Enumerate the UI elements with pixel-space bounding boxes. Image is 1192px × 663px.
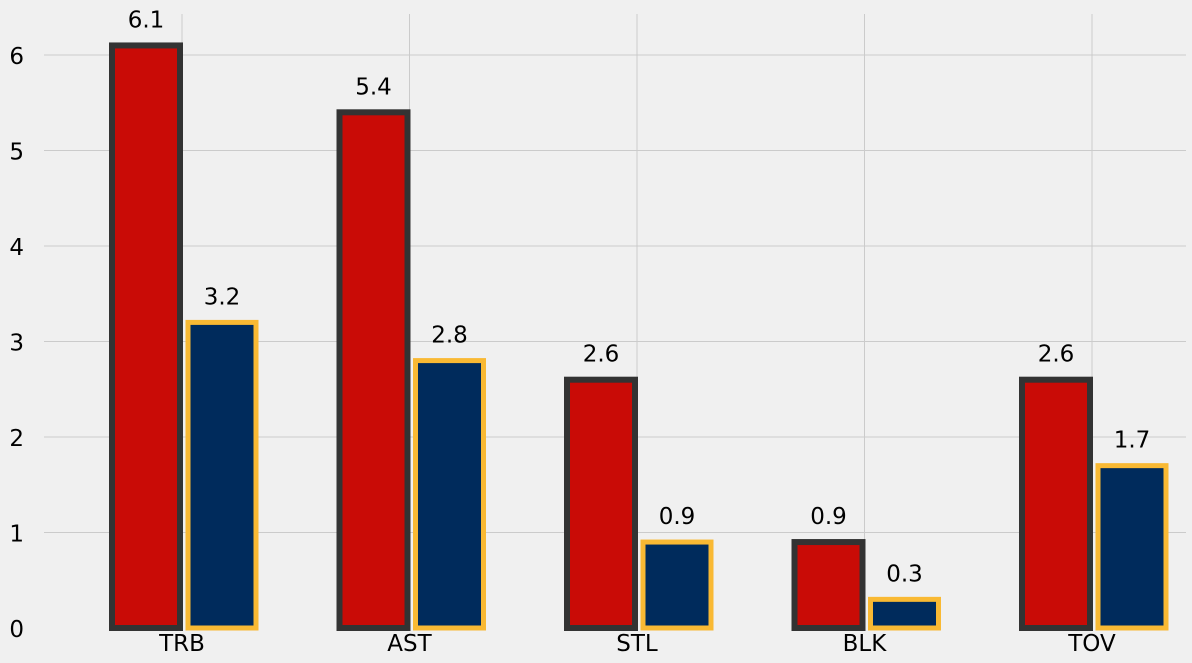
x-axis-tick-labels: TRB AST STL BLK TOV [158,631,1116,657]
y-tick-label: 5 [9,140,24,166]
x-tick-label: AST [387,631,432,657]
data-label: 2.6 [583,342,620,368]
x-tick-label: TRB [158,631,205,657]
y-tick-label: 1 [9,522,24,548]
data-label: 2.8 [431,323,468,349]
x-tick-label: STL [616,631,658,657]
data-label: 2.6 [1038,342,1075,368]
y-axis-tick-labels: 0 1 2 3 4 5 6 [9,44,24,643]
data-label: 0.9 [659,504,696,530]
bar [336,109,411,632]
bar [640,539,714,631]
y-tick-label: 6 [9,44,24,70]
bar [1095,463,1169,631]
x-tick-label: BLK [843,631,888,657]
bars [109,42,1169,632]
data-label: 0.9 [810,504,847,530]
bar [791,539,866,631]
y-tick-label: 0 [9,617,24,643]
bar [109,42,183,631]
y-tick-label: 3 [9,331,24,357]
x-tick-label: TOV [1067,631,1116,657]
bar [868,596,941,631]
data-label: 6.1 [128,7,165,33]
bar [185,319,259,631]
bar [413,358,486,631]
bar [564,376,638,632]
y-tick-label: 2 [9,426,24,452]
data-labels: 6.1 5.4 2.6 0.9 2.6 3.2 2.8 0.9 0.3 1.7 [128,7,1151,587]
bar [1019,376,1093,632]
data-label: 3.2 [204,284,241,310]
data-label: 5.4 [355,74,392,100]
y-tick-label: 4 [9,235,24,261]
data-label: 1.7 [1114,428,1151,454]
data-label: 0.3 [886,561,923,587]
